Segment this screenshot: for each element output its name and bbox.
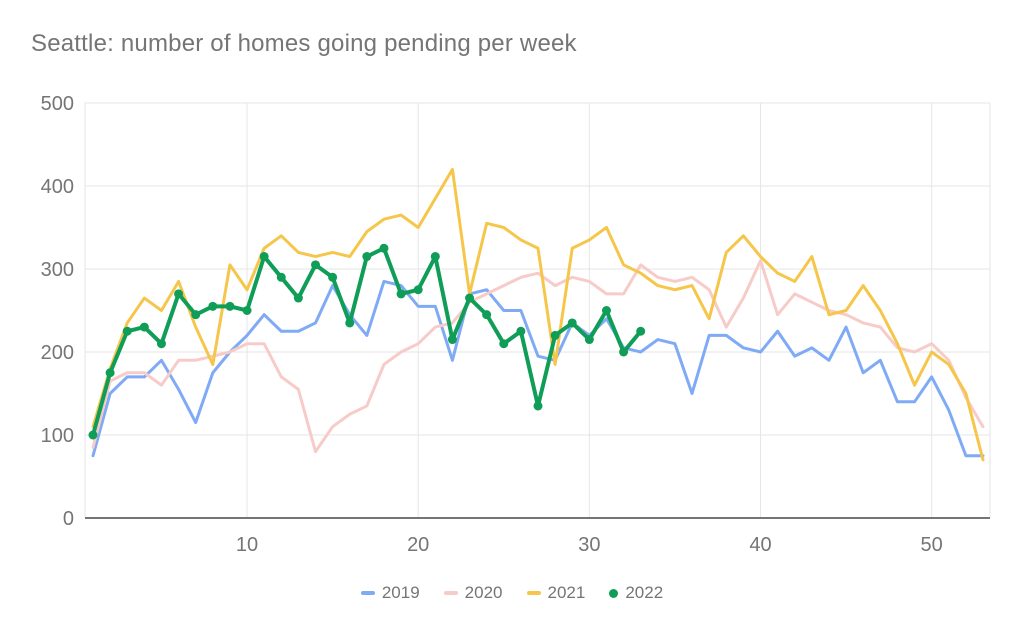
series-2019-line: [91, 279, 985, 458]
y-tick-label-100: 100: [41, 425, 74, 447]
series-2022-point-week-32: [619, 347, 629, 357]
series-2022-point-week-14: [311, 260, 320, 270]
series-2022-point-week-15: [328, 272, 338, 282]
series-2022-point-week-8: [208, 301, 218, 311]
x-tick-label-40: 40: [749, 534, 771, 556]
series-2022-point-week-3: [122, 326, 132, 336]
series-2022-point-week-17: [362, 252, 372, 262]
legend-label-2020: 2020: [464, 583, 503, 602]
legend-swatch-2019: [360, 591, 375, 595]
series-2022-point-week-31: [601, 306, 611, 315]
series-2022-point-week-21: [430, 252, 440, 262]
series-2022-point-week-23: [465, 293, 475, 303]
y-tick-label-200: 200: [41, 342, 74, 364]
series-2022-point-week-33: [636, 326, 646, 336]
legend-item-2022: 2022: [609, 583, 663, 603]
series-2022-point-week-6: [174, 289, 184, 299]
series-2022-point-week-27: [533, 401, 543, 411]
x-tick-label-30: 30: [578, 534, 600, 556]
series-2022-point-week-26: [516, 326, 526, 336]
series-2022-point-week-10: [242, 306, 252, 315]
series-2022-point-week-19: [396, 289, 406, 299]
x-tick-label-50: 50: [921, 534, 943, 556]
series-2022-point-week-13: [293, 293, 303, 303]
series-2022-point-week-9: [225, 301, 235, 311]
y-tick-label-400: 400: [41, 176, 74, 198]
series-2022-point-week-20: [413, 285, 423, 295]
series-2022-point-week-30: [584, 335, 594, 345]
legend-label-2022: 2022: [625, 583, 664, 602]
legend-item-2021: 2021: [526, 583, 586, 603]
y-tick-label-500: 500: [41, 93, 74, 115]
x-tick-label-10: 10: [236, 534, 258, 556]
chart-title: Seattle: number of homes going pending p…: [31, 30, 577, 57]
series-2022-point-week-22: [447, 335, 457, 345]
y-tick-label-0: 0: [63, 508, 74, 530]
series-2022-point-week-16: [345, 318, 355, 328]
series-2022-point-week-18: [379, 243, 389, 253]
series-2022-point-week-4: [139, 322, 149, 332]
legend-label-2019: 2019: [381, 583, 420, 602]
series-2022-point-week-2: [105, 368, 115, 378]
legend-swatch-2020: [443, 591, 458, 595]
y-tick-label-300: 300: [41, 259, 74, 281]
series-2022-point-week-1: [88, 430, 98, 440]
legend-item-2019: 2019: [360, 583, 420, 603]
series-2022-point-week-25: [499, 339, 509, 349]
legend-item-2020: 2020: [443, 583, 503, 603]
series-2022-point-week-7: [191, 310, 201, 320]
series-2022-point-week-28: [550, 330, 560, 340]
legend-swatch-2022: [609, 588, 619, 598]
series-2022-point-week-11: [259, 252, 269, 262]
series-2022-point-week-24: [482, 310, 492, 320]
legend-label-2021: 2021: [547, 583, 586, 602]
series-2022-point-week-5: [156, 339, 166, 349]
legend-swatch-2021: [526, 591, 541, 595]
x-tick-label-20: 20: [407, 534, 429, 556]
series-2021-line: [91, 167, 985, 462]
series-2022-point-week-12: [276, 272, 286, 282]
chart-legend: 2019 2020 2021 2022: [0, 583, 1024, 603]
series-2022-point-week-29: [567, 318, 577, 328]
